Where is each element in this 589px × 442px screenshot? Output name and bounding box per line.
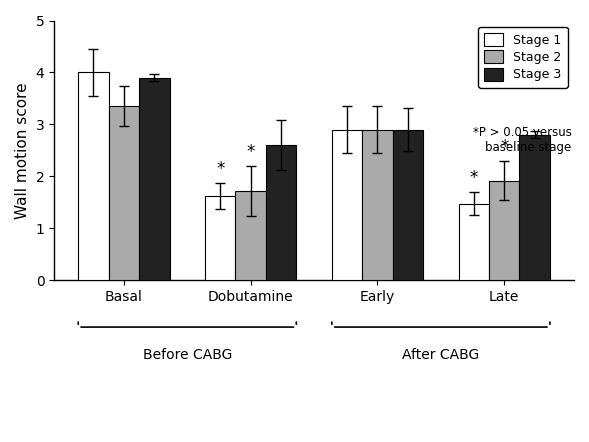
- Bar: [205, 196, 236, 280]
- Legend: Stage 1, Stage 2, Stage 3: Stage 1, Stage 2, Stage 3: [478, 27, 568, 88]
- Text: *: *: [469, 169, 478, 187]
- Text: *: *: [246, 143, 255, 161]
- Text: *P > 0.05 versus
baseline stage: *P > 0.05 versus baseline stage: [472, 126, 571, 154]
- Bar: [78, 72, 109, 280]
- Bar: [489, 180, 519, 280]
- Bar: [236, 191, 266, 280]
- Text: *: *: [216, 160, 224, 178]
- Bar: [393, 130, 423, 280]
- Bar: [266, 145, 296, 280]
- Text: Before CABG: Before CABG: [143, 348, 232, 362]
- Bar: [139, 78, 170, 280]
- Text: After CABG: After CABG: [402, 348, 479, 362]
- Bar: [362, 130, 393, 280]
- Bar: [332, 130, 362, 280]
- Bar: [109, 106, 139, 280]
- Bar: [459, 204, 489, 280]
- Text: *: *: [500, 137, 508, 156]
- Bar: [519, 135, 550, 280]
- Y-axis label: Wall motion score: Wall motion score: [15, 82, 30, 219]
